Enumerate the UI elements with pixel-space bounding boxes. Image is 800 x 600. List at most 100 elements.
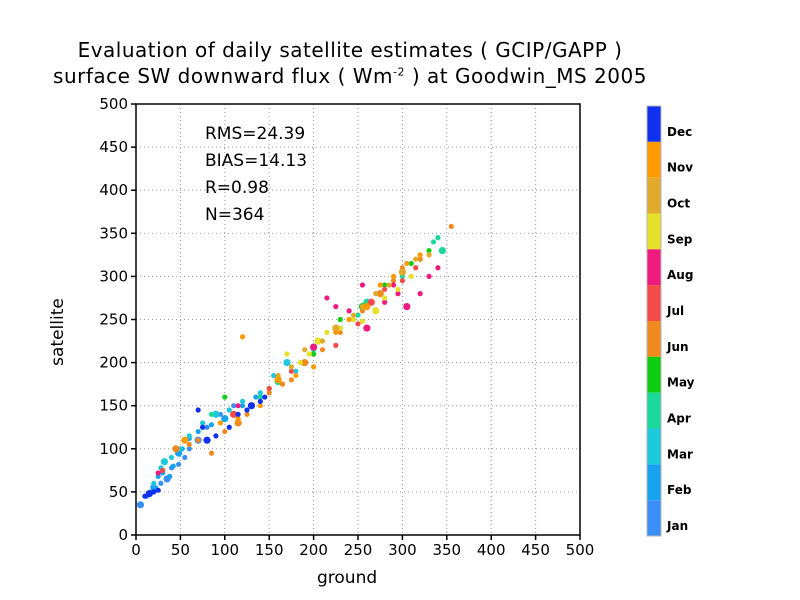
y-tick-label: 50 [109,483,128,501]
chart-title-line2: surface SW downward flux ( Wm-2 ) at Goo… [0,64,700,88]
data-point-jul [288,368,294,374]
x-tick-label: 350 [432,541,461,559]
data-point-jan [176,461,182,467]
data-points [136,223,454,509]
data-point-jul [355,321,361,327]
data-point-jun [337,329,343,336]
data-point-aug [155,470,161,476]
data-point-oct [426,252,432,258]
data-point-sep [408,273,414,279]
data-point-nov [293,372,299,379]
colorbar-swatch-mar [647,428,661,465]
data-point-aug [235,403,241,409]
data-point-mar [226,407,232,413]
data-point-jun [208,450,215,456]
y-tick-label: 300 [99,267,128,285]
colorbar-swatch-dec [647,106,661,142]
data-point-mar [212,410,220,418]
y-tick-label: 200 [99,354,128,372]
colorbar-swatch-oct [647,177,661,214]
x-tick-label: 450 [521,541,550,559]
data-point-sep [382,295,388,301]
data-point-feb [239,403,246,409]
data-point-aug [346,308,352,314]
data-point-jul [382,286,388,292]
data-point-feb [195,428,201,435]
data-point-aug [382,299,388,305]
data-point-mar [293,368,299,374]
data-point-jun [417,256,423,262]
data-point-jun [195,437,201,443]
colorbar-label-jan: Jan [666,519,688,533]
data-point-nov [239,334,246,340]
data-point-dec [213,433,219,439]
data-point-jun [288,377,294,383]
data-point-jan [204,424,210,430]
data-point-feb [208,422,215,428]
data-point-may [426,247,432,254]
colorbar-swatch-sep [647,213,661,250]
x-tick-label: 500 [566,541,595,559]
data-point-dec [235,411,241,417]
data-point-sep [297,360,303,366]
x-tick-label: 50 [171,541,190,559]
x-tick-label: 150 [255,541,284,559]
data-point-mar [151,480,157,486]
data-point-sep [372,307,380,315]
data-point-jun [244,411,250,417]
y-tick-label: 400 [99,181,128,199]
data-point-jan [158,480,164,486]
data-point-may [337,316,343,323]
data-point-mar [168,454,175,461]
colorbar-swatch-may [647,356,661,393]
colorbar-label-jun: Jun [666,340,689,354]
colorbar-swatch-nov [647,141,661,178]
data-point-aug [426,273,432,279]
data-point-nov [377,282,383,288]
data-point-jul [399,278,405,284]
data-point-jun [390,278,397,284]
colorbar-swatch-jul [647,285,661,321]
data-point-jun [301,359,309,367]
data-point-jan [136,501,145,509]
data-point-apr [257,394,263,400]
x-tick-label: 250 [344,541,373,559]
data-point-dec [200,424,206,430]
data-point-oct [373,291,379,297]
data-point-nov [363,302,371,311]
data-point-dec [262,394,268,400]
x-tick-label: 300 [388,541,417,559]
colorbar-label-jul: Jul [666,304,684,318]
data-point-sep [284,351,290,357]
title2-post: ) at Goodwin_MS 2005 [405,64,647,88]
data-point-jun [376,290,384,298]
data-point-jul [266,385,272,392]
data-point-dec [257,398,263,404]
y-tick-label: 100 [99,440,128,458]
data-point-nov [257,403,263,409]
data-point-oct [398,268,406,276]
data-point-jul [160,467,166,473]
data-point-dec [203,436,211,444]
x-axis-label: ground [317,568,378,588]
data-point-apr [208,411,215,417]
stat-n: N=364 [205,205,265,225]
data-point-nov [333,329,339,336]
data-point-sep [314,337,322,345]
x-tick-label: 100 [210,541,239,559]
data-point-oct [413,256,419,262]
data-point-nov [311,364,317,370]
data-point-jan [231,403,237,409]
data-point-sep [350,316,357,323]
data-point-dec [244,407,250,413]
data-point-apr [435,235,441,241]
colorbar-label-feb: Feb [667,483,692,497]
axis-ticks: 0 50 100 150 200 250 300 350 400 450 500 0 50 100 150 2… [99,95,594,559]
data-point-sep [306,351,312,357]
colorbar-label-sep: Sep [667,232,693,246]
data-point-jun [319,347,326,353]
data-point-oct [319,338,326,344]
data-point-mar [186,433,192,439]
colorbar-swatch-feb [647,464,661,501]
data-point-oct [386,282,392,288]
